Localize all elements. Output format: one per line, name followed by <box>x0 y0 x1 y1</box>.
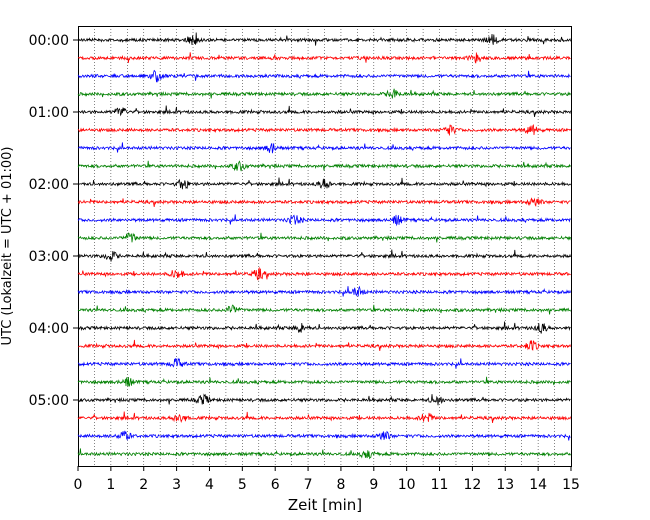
x-tick-label: 6 <box>271 477 280 493</box>
trace-row <box>77 285 571 297</box>
seismic-traces <box>77 32 571 460</box>
trace-row <box>77 232 571 243</box>
y-tick-label: 04:00 <box>29 321 69 337</box>
trace-row <box>77 339 571 351</box>
trace-row <box>77 88 571 99</box>
x-tick-label: 4 <box>205 477 214 493</box>
plot-frame <box>78 26 572 467</box>
trace-row <box>77 430 571 441</box>
trace-row <box>77 69 571 83</box>
x-axis: 0 1 2 3 4 5 6 7 8 9 10 11 12 13 14 15 <box>74 466 580 493</box>
y-axis: 00:00 01:00 02:00 03:00 04:00 05:00 <box>29 33 78 409</box>
y-tick-label: 00:00 <box>29 33 69 49</box>
x-tick-label: 0 <box>74 477 83 493</box>
trace-row <box>77 357 571 369</box>
x-tick-label: 5 <box>238 477 247 493</box>
trace-row <box>77 393 571 406</box>
trace-row <box>77 321 571 334</box>
x-tick-label: 15 <box>562 477 580 493</box>
x-axis-label: Zeit [min] <box>288 496 362 514</box>
y-tick-label: 03:00 <box>29 249 69 265</box>
trace-row <box>77 266 571 281</box>
x-tick-label: 13 <box>496 477 514 493</box>
grid-lines <box>94 26 555 466</box>
x-tick-label: 12 <box>463 477 481 493</box>
trace-row <box>77 142 571 154</box>
x-tick-label: 7 <box>304 477 313 493</box>
trace-row <box>77 249 571 262</box>
x-tick-label: 10 <box>398 477 416 493</box>
trace-row <box>77 197 571 207</box>
trace-row <box>77 304 571 315</box>
trace-row <box>77 124 571 136</box>
x-tick-label: 2 <box>139 477 148 493</box>
x-tick-label: 11 <box>431 477 449 493</box>
trace-row <box>77 52 571 64</box>
trace-row <box>77 214 571 227</box>
trace-row <box>77 105 571 117</box>
y-tick-label: 01:00 <box>29 105 69 121</box>
x-tick-label: 3 <box>172 477 181 493</box>
y-tick-label: 05:00 <box>29 393 69 409</box>
x-tick-label: 8 <box>336 477 345 493</box>
trace-row <box>77 411 571 424</box>
trace-row <box>77 448 571 460</box>
x-tick-label: 9 <box>369 477 378 493</box>
trace-row <box>77 32 571 46</box>
trace-row <box>77 177 571 190</box>
x-tick-label: 1 <box>106 477 115 493</box>
trace-row <box>77 160 571 172</box>
y-axis-label: UTC (Lokalzeit = UTC + 01:00) <box>0 147 15 346</box>
trace-row <box>77 376 571 387</box>
x-tick-label: 14 <box>529 477 547 493</box>
y-tick-label: 02:00 <box>29 177 69 193</box>
